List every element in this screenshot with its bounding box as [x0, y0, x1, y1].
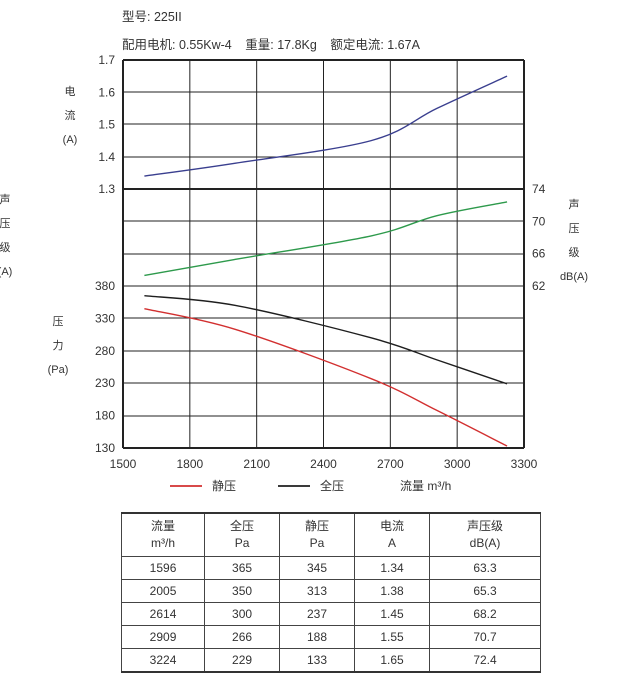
rated-current-spec: 额定电流: 1.67A	[330, 38, 420, 52]
table-cell: 3224	[120, 648, 206, 673]
table-cell: 237	[279, 602, 356, 626]
table-row: 2005 350 313 1.38 65.3	[120, 579, 541, 603]
pressure-tick-label: 180	[95, 409, 115, 423]
table-cell: 2005	[120, 579, 206, 603]
clipped-axis-label: 级	[0, 241, 11, 254]
pressure-axis-label: (Pa)	[48, 364, 69, 376]
noise-axis-label: 压	[569, 222, 580, 235]
header-text: 声压级	[466, 519, 503, 533]
clipped-axis-label: 压	[0, 217, 11, 230]
pressure-tick-label: 380	[95, 279, 115, 293]
current-axis-label: 流	[65, 108, 76, 122]
header-text: 电流	[380, 519, 405, 533]
motor-spec: 配用电机: 0.55Kw-4	[122, 38, 232, 52]
table-cell: 350	[204, 579, 281, 603]
model-title: 型号: 225II	[122, 10, 182, 24]
header-text: 流量	[151, 519, 176, 533]
noise-tick-label: 66	[532, 247, 546, 261]
current-tick-label: 1.3	[98, 182, 115, 196]
table-header-cell: 静压 Pa	[279, 512, 356, 557]
table-cell: 1.38	[354, 579, 430, 603]
table-cell: 70.7	[429, 625, 541, 649]
table-header-cell: 流量 m³/h	[120, 512, 206, 557]
noise-axis-label: 级	[569, 246, 580, 259]
current-tick-label: 1.4	[98, 150, 115, 164]
performance-table: 流量 m³/h 全压 Pa 静压 Pa 电流 A 声压级 dB(A) 1596 365 345 1.34…	[120, 512, 541, 673]
table-cell: 2614	[120, 602, 206, 626]
series-line-current	[144, 75, 508, 177]
table-row: 3224 229 133 1.65 72.4	[120, 648, 541, 673]
pressure-axis-label: 力	[53, 339, 64, 352]
table-cell: 188	[279, 625, 356, 649]
table-cell: 1.45	[354, 602, 430, 626]
weight-spec: 重量: 17.8Kg	[245, 38, 317, 52]
noise-axis-label: dB(A)	[560, 271, 588, 283]
table-cell: 313	[279, 579, 356, 603]
pressure-axis-label: 压	[53, 315, 64, 328]
legend-label: 静压	[212, 479, 236, 493]
x-tick-label: 3300	[511, 457, 538, 471]
clipped-axis-label: 声	[0, 192, 11, 206]
table-cell: 365	[204, 556, 281, 580]
table-row: 2909 266 188 1.55 70.7	[120, 625, 541, 649]
noise-tick-label: 70	[532, 214, 546, 228]
x-axis-label: 流量 m³/h	[400, 479, 451, 493]
table-cell: 63.3	[429, 556, 541, 580]
table-cell: 133	[279, 648, 356, 673]
table-header-row: 流量 m³/h 全压 Pa 静压 Pa 电流 A 声压级 dB(A)	[120, 512, 541, 557]
table-header-cell: 声压级 dB(A)	[429, 512, 541, 557]
table-cell: 2909	[120, 625, 206, 649]
table-cell: 1.55	[354, 625, 430, 649]
x-tick-label: 2700	[377, 457, 404, 471]
table-cell: 266	[204, 625, 281, 649]
table-cell: 1.65	[354, 648, 430, 673]
header-text: 全压	[230, 519, 255, 533]
header-text: Pa	[309, 536, 325, 550]
pressure-tick-label: 330	[95, 311, 115, 325]
noise-axis-label: 声	[569, 197, 580, 211]
table-cell: 65.3	[429, 579, 541, 603]
table-header-cell: 全压 Pa	[204, 512, 281, 557]
table-cell: 229	[204, 648, 281, 673]
pressure-tick-label: 280	[95, 344, 115, 358]
table-cell: 300	[204, 602, 281, 626]
series-line-static	[144, 307, 508, 447]
table-cell: 1.34	[354, 556, 430, 580]
x-tick-label: 3000	[444, 457, 471, 471]
table-cell: 1596	[120, 556, 206, 580]
table-cell: 345	[279, 556, 356, 580]
fan-performance-chart: 1500 1800 2100 2400 2700 3000 3300 1.3 1.4 1.5 1.6…	[0, 53, 588, 493]
clipped-axis-label: (A)	[0, 266, 12, 278]
noise-tick-label: 62	[532, 279, 546, 293]
series-line-total	[144, 295, 508, 385]
header-text: A	[388, 536, 397, 550]
pressure-tick-label: 130	[95, 441, 115, 455]
x-tick-label: 1500	[110, 457, 137, 471]
x-tick-label: 2400	[310, 457, 337, 471]
legend-label: 全压	[320, 478, 344, 493]
header-text: 静压	[305, 519, 330, 533]
current-axis-label: (A)	[63, 134, 78, 146]
pressure-tick-label: 230	[95, 376, 115, 390]
header-text: Pa	[234, 536, 250, 550]
table-header-cell: 电流 A	[354, 512, 430, 557]
table-cell: 68.2	[429, 602, 541, 626]
table-cell: 72.4	[429, 648, 541, 673]
table-row: 1596 365 345 1.34 63.3	[120, 556, 541, 580]
x-tick-label: 2100	[243, 457, 270, 471]
spec-line: 配用电机: 0.55Kw-4 重量: 17.8Kg 额定电流: 1.67A	[122, 34, 430, 53]
current-tick-label: 1.5	[98, 118, 115, 132]
current-tick-label: 1.6	[98, 85, 115, 99]
header-text: m³/h	[151, 536, 176, 550]
current-tick-label: 1.7	[98, 53, 115, 67]
noise-tick-label: 74	[532, 182, 546, 196]
table-row: 2614 300 237 1.45 68.2	[120, 602, 541, 626]
table-body: 1596 365 345 1.34 63.3 2005 350 313 1.38 65.3 2614…	[120, 556, 541, 673]
current-axis-label: 电	[65, 85, 76, 98]
x-tick-label: 1800	[176, 457, 203, 471]
series-line-noise	[144, 201, 508, 277]
header-text: dB(A)	[469, 536, 501, 550]
